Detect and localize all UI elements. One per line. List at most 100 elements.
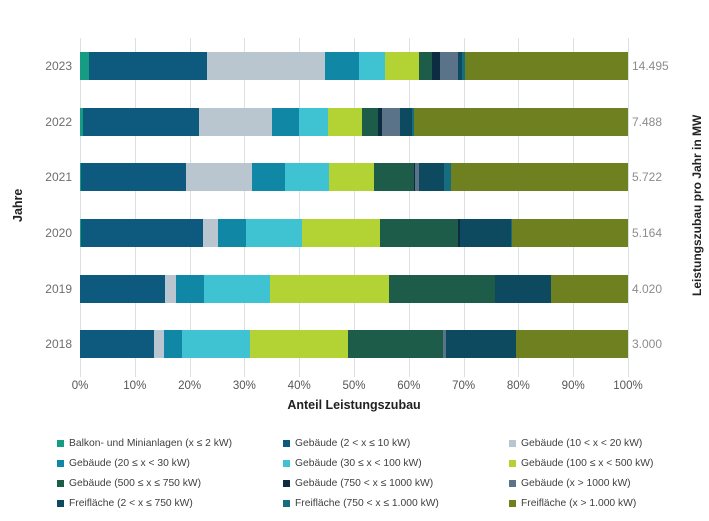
bar-segment	[550, 274, 628, 303]
year-label: 2018	[45, 337, 72, 352]
legend-label: Gebäude (20 ≤ x < 30 kW)	[69, 458, 190, 469]
bar-stack	[80, 330, 628, 359]
bar-segment	[461, 51, 465, 80]
legend-label: Balkon- und Minianlagen (x ≤ 2 kW)	[69, 438, 233, 449]
bar-segment	[399, 107, 413, 136]
bar-segment	[250, 330, 348, 359]
bar-segment	[251, 163, 285, 192]
mw-value-label: 5.164	[632, 225, 663, 240]
legend-item: Freifläche (750 < x ≤ 1.000 kW)	[283, 498, 509, 509]
legend-swatch-icon	[283, 460, 290, 467]
bar-segment	[494, 274, 551, 303]
x-tick-label: 90%	[561, 380, 585, 392]
year-label: 2021	[45, 170, 72, 185]
legend-label: Freifläche (2 < x ≤ 750 kW)	[69, 498, 193, 509]
legend-swatch-icon	[283, 480, 290, 487]
legend-swatch-icon	[57, 500, 64, 507]
legend-item: Gebäude (2 < x ≤ 10 kW)	[283, 438, 509, 449]
legend-item: Freifläche (2 < x ≤ 750 kW)	[57, 498, 283, 509]
x-tick-label: 100%	[613, 380, 643, 392]
legend-item: Gebäude (10 < x < 20 kW)	[509, 438, 682, 449]
bar-stack	[80, 51, 628, 80]
bar-segment	[163, 330, 183, 359]
legend-item: Freifläche (x > 1.000 kW)	[509, 498, 682, 509]
bar-segment	[413, 107, 628, 136]
bar-segment	[380, 218, 459, 247]
bar-segment	[207, 51, 325, 80]
bar-segment	[458, 218, 460, 247]
gridline	[299, 38, 301, 377]
bar-segment	[272, 107, 299, 136]
bar-segment	[418, 163, 445, 192]
bar-segment	[446, 330, 517, 359]
legend-label: Freifläche (750 < x ≤ 1.000 kW)	[295, 498, 439, 509]
bar-segment	[324, 51, 359, 80]
legend-label: Gebäude (100 ≤ x < 500 kW)	[521, 458, 654, 469]
x-tick-label: 40%	[287, 380, 311, 392]
gridline	[134, 38, 136, 377]
gridline	[80, 38, 81, 377]
y-axis-title-left: Jahre	[11, 188, 25, 222]
bar-segment	[80, 330, 154, 359]
bar-segment	[80, 218, 203, 247]
bar-segment	[80, 274, 165, 303]
bar-segment	[164, 274, 177, 303]
gridline	[244, 38, 246, 377]
bar-segment	[511, 218, 628, 247]
x-tick-label: 0%	[71, 380, 89, 392]
legend-item: Gebäude (500 ≤ x ≤ 750 kW)	[57, 478, 283, 489]
bar-segment	[182, 330, 251, 359]
bar-segment	[80, 107, 84, 136]
legend-item: Gebäude (750 < x ≤ 1000 kW)	[283, 478, 509, 489]
legend-swatch-icon	[509, 480, 516, 487]
bar-row-2019: 2019 4.020	[45, 274, 662, 303]
legend-label: Freifläche (x > 1.000 kW)	[521, 498, 637, 509]
bar-segment	[439, 51, 458, 80]
bar-segment	[382, 107, 400, 136]
stacked-bar-chart: Jahre Leistungszubau pro Jahr in MW 2023…	[11, 38, 704, 412]
year-label: 2022	[45, 114, 72, 129]
bar-segment	[153, 330, 164, 359]
bar-segment	[432, 51, 440, 80]
gridline	[408, 38, 410, 377]
legend-swatch-icon	[283, 440, 290, 447]
mw-value-label: 3.000	[632, 337, 663, 352]
bar-stack	[80, 107, 628, 136]
legend-item: Gebäude (20 ≤ x < 30 kW)	[57, 458, 283, 469]
bar-segment	[185, 163, 252, 192]
bar-segment	[203, 274, 270, 303]
bar-segment	[374, 163, 414, 192]
bar-segment	[516, 330, 628, 359]
bar-stack	[80, 218, 628, 247]
plot-area: 2023 14.495 2022 7.488 2021 5.722 2020 5.164 201…	[45, 38, 669, 377]
legend-label: Gebäude (500 ≤ x ≤ 750 kW)	[69, 478, 202, 489]
bar-segment	[80, 218, 81, 247]
gridline	[573, 38, 575, 377]
bar-segment	[361, 107, 379, 136]
x-tick-label: 30%	[232, 380, 256, 392]
x-tick-label: 50%	[342, 380, 366, 392]
bar-segment	[358, 51, 385, 80]
bar-segment	[83, 107, 199, 136]
bar-segment	[418, 51, 433, 80]
x-tick-label: 10%	[123, 380, 147, 392]
bar-row-2022: 2022 7.488	[45, 107, 662, 136]
bar-segment	[413, 163, 415, 192]
legend-item: Balkon- und Minianlagen (x ≤ 2 kW)	[57, 438, 283, 449]
gridline	[189, 38, 191, 377]
bar-segment	[444, 163, 452, 192]
legend-item: Gebäude (x > 1000 kW)	[509, 478, 682, 489]
bar-segment	[298, 107, 328, 136]
legend-swatch-icon	[57, 440, 64, 447]
bar-segment	[80, 51, 90, 80]
bar-segment	[451, 163, 628, 192]
legend-label: Gebäude (750 < x ≤ 1000 kW)	[295, 478, 434, 489]
bar-segment	[347, 330, 444, 359]
bar-segment	[81, 163, 186, 192]
gridline	[354, 38, 355, 377]
bar-segment	[378, 107, 383, 136]
year-label: 2020	[45, 225, 72, 240]
legend-item: Gebäude (100 ≤ x < 500 kW)	[509, 458, 682, 469]
gridline	[463, 38, 465, 377]
mw-value-label: 4.020	[632, 281, 663, 296]
